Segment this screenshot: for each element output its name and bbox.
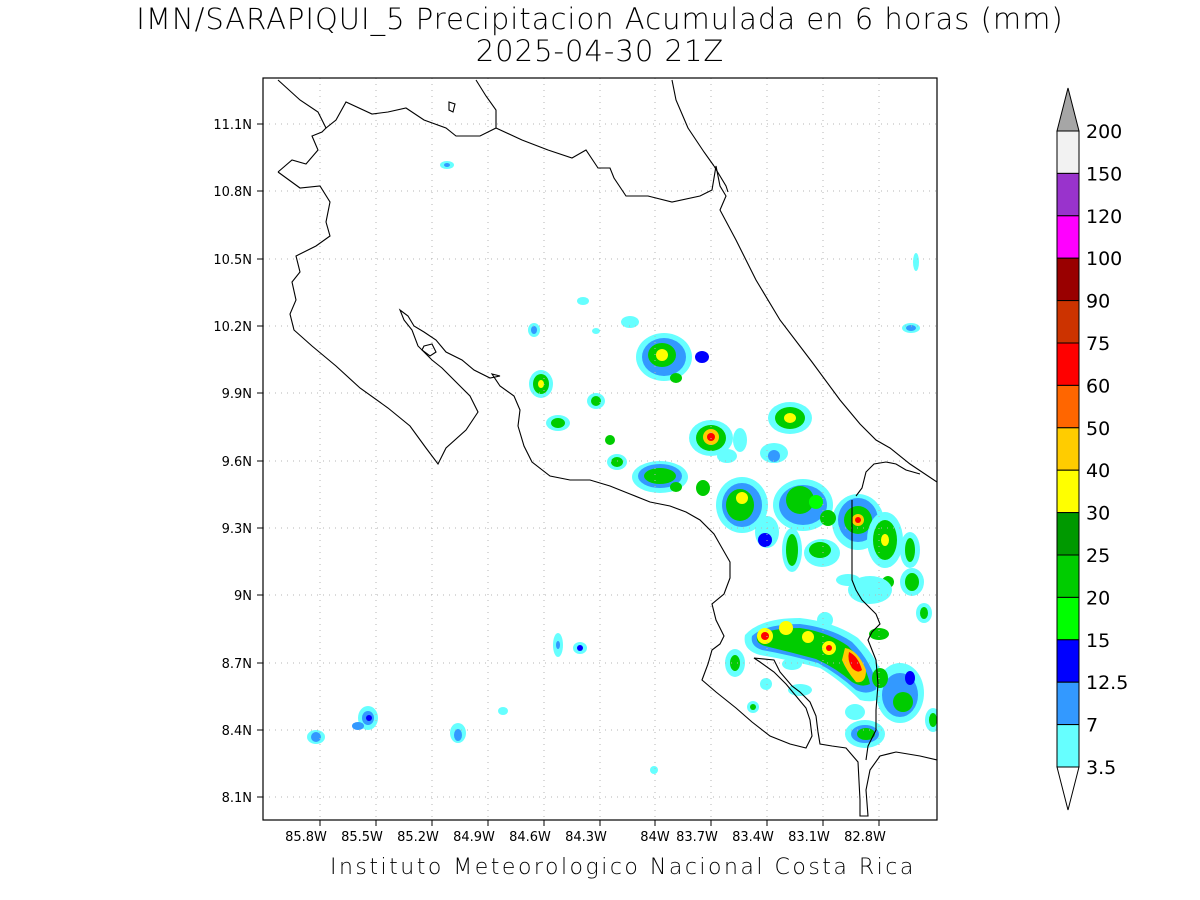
- latitude-labels: 11.1N 10.8N 10.5N 10.2N 9.9N 9.6N 9.3N 9…: [213, 118, 252, 806]
- lat-label: 11.1N: [213, 118, 252, 133]
- colorbar-swatch: [1056, 257, 1080, 302]
- colorbar-swatch: [1056, 215, 1080, 259]
- axis-ticks: [257, 123, 880, 826]
- lat-label: 9.6N: [222, 455, 252, 470]
- colorbar-swatch: [1056, 639, 1080, 683]
- colorbar-bottom-arrow: [1056, 766, 1080, 811]
- colorbar-swatch: [1056, 554, 1080, 598]
- lon-label: 83.7W: [676, 830, 718, 845]
- colorbar-swatch: [1056, 384, 1080, 429]
- lat-label: 9.9N: [222, 387, 252, 402]
- colorbar-label: 60: [1086, 375, 1110, 397]
- lat-label: 10.2N: [213, 320, 252, 335]
- lon-label: 83.1W: [788, 830, 830, 845]
- lat-label: 8.7N: [222, 657, 252, 672]
- colorbar-swatch: [1056, 300, 1080, 344]
- lat-label: 8.4N: [222, 724, 252, 739]
- colorbar-label: 25: [1086, 545, 1110, 567]
- colorbar-swatch: [1056, 596, 1080, 641]
- colorbar-label: 90: [1086, 291, 1110, 313]
- colorbar-swatch: [1056, 469, 1080, 514]
- lon-label: 85.8W: [285, 830, 327, 845]
- lon-label: 84.9W: [453, 830, 495, 845]
- lat-label: 8.1N: [222, 791, 252, 806]
- colorbar-label: 20: [1086, 587, 1110, 609]
- lat-label: 9N: [234, 589, 252, 604]
- lon-label: 82.8W: [844, 830, 886, 845]
- colorbar-label: 12.5: [1086, 672, 1128, 694]
- colorbar-swatch: [1056, 130, 1080, 174]
- map-footer: Instituto Meteorologico Nacional Costa R…: [330, 855, 916, 880]
- lon-label: 84.6W: [509, 830, 551, 845]
- colorbar-swatch: [1056, 724, 1080, 768]
- colorbar-label: 40: [1086, 460, 1110, 482]
- precipitation-field: [307, 161, 937, 774]
- colorbar-top-arrow: [1056, 87, 1080, 132]
- map-timestamp: 2025-04-30 21Z: [475, 34, 725, 68]
- colorbar-swatch: [1056, 172, 1080, 217]
- colorbar-label: 15: [1086, 630, 1110, 652]
- lat-label: 10.5N: [213, 253, 252, 268]
- colorbar-swatch: [1056, 427, 1080, 471]
- colorbar-swatch: [1056, 342, 1080, 386]
- lon-label: 85.5W: [341, 830, 383, 845]
- map-title: IMN/SARAPIQUI_5 Precipitacion Acumulada …: [136, 2, 1064, 36]
- colorbar-swatch: [1056, 512, 1080, 556]
- colorbar-swatch: [1056, 681, 1080, 726]
- colorbar-label: 50: [1086, 418, 1110, 440]
- lat-label: 10.8N: [213, 185, 252, 200]
- colorbar: 200 150 120 100 90 75 60 50 40 30 25 20 15 12.5 7 3.5: [1056, 87, 1128, 811]
- colorbar-label: 3.5: [1086, 757, 1116, 779]
- lon-label: 85.2W: [397, 830, 439, 845]
- longitude-labels: 85.8W 85.5W 85.2W 84.9W 84.6W 84.3W 84W …: [285, 830, 886, 845]
- colorbar-label: 75: [1086, 333, 1110, 355]
- lon-label: 84W: [640, 830, 670, 845]
- colorbar-label: 200: [1086, 121, 1122, 143]
- colorbar-label: 30: [1086, 503, 1110, 525]
- coastline: [277, 79, 937, 817]
- lon-label: 83.4W: [732, 830, 774, 845]
- lon-label: 84.3W: [565, 830, 607, 845]
- colorbar-label: 120: [1086, 206, 1122, 228]
- colorbar-label: 150: [1086, 163, 1122, 185]
- lat-label: 9.3N: [222, 522, 252, 537]
- colorbar-label: 100: [1086, 248, 1122, 270]
- colorbar-label: 7: [1086, 715, 1098, 737]
- map-gridlines: [263, 78, 937, 820]
